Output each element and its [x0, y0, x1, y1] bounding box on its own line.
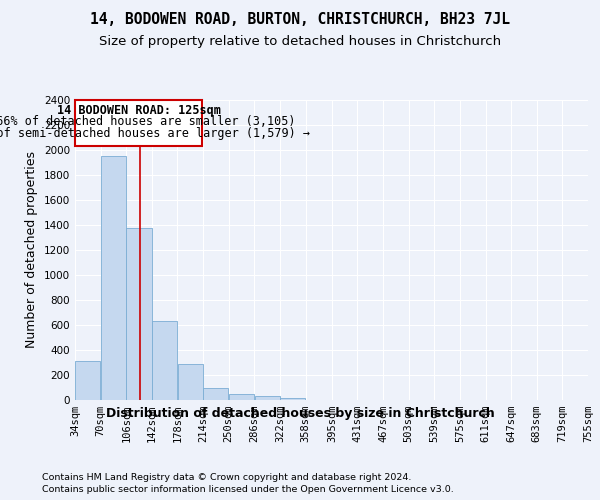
Text: Size of property relative to detached houses in Christchurch: Size of property relative to detached ho… [99, 35, 501, 48]
Text: ← 66% of detached houses are smaller (3,105): ← 66% of detached houses are smaller (3,… [0, 115, 295, 128]
Bar [203, 388, 229, 400]
Y-axis label: Number of detached properties: Number of detached properties [25, 152, 38, 348]
Text: Contains public sector information licensed under the Open Government Licence v3: Contains public sector information licen… [42, 485, 454, 494]
Bar [152, 322, 177, 400]
Text: Contains HM Land Registry data © Crown copyright and database right 2024.: Contains HM Land Registry data © Crown c… [42, 472, 412, 482]
Text: 34% of semi-detached houses are larger (1,579) →: 34% of semi-detached houses are larger (… [0, 128, 310, 140]
Bar [75, 361, 100, 400]
Bar [127, 228, 152, 400]
Text: 14 BODOWEN ROAD: 125sqm: 14 BODOWEN ROAD: 125sqm [57, 104, 221, 117]
FancyBboxPatch shape [75, 100, 202, 146]
Text: Distribution of detached houses by size in Christchurch: Distribution of detached houses by size … [106, 408, 494, 420]
Bar [280, 398, 305, 400]
Bar [229, 394, 254, 400]
Bar [254, 396, 280, 400]
Text: 14, BODOWEN ROAD, BURTON, CHRISTCHURCH, BH23 7JL: 14, BODOWEN ROAD, BURTON, CHRISTCHURCH, … [90, 12, 510, 28]
Bar [178, 364, 203, 400]
Bar [101, 156, 126, 400]
